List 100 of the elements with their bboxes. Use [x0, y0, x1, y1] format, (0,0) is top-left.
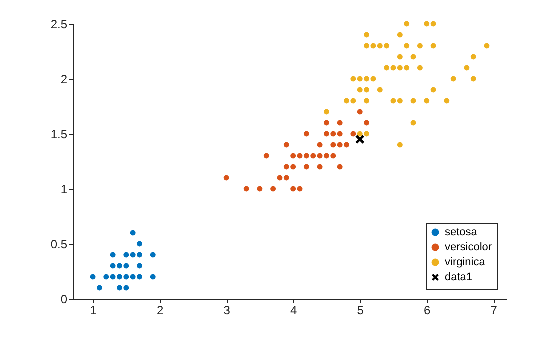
legend-label: data1 [445, 272, 473, 284]
point [410, 120, 416, 126]
point [444, 98, 450, 104]
point [244, 186, 250, 192]
point [397, 32, 403, 38]
point [390, 65, 396, 71]
point [330, 142, 336, 148]
point [96, 285, 102, 291]
point [317, 164, 323, 170]
point [284, 175, 290, 181]
point [117, 263, 122, 269]
point [310, 153, 316, 159]
point [430, 21, 436, 27]
point [404, 43, 410, 49]
point [124, 274, 130, 280]
legend-label: setosa [445, 226, 478, 238]
point [330, 153, 336, 159]
point [124, 263, 130, 269]
point [370, 76, 376, 82]
y-tick-label: 2 [60, 72, 68, 86]
point [397, 142, 403, 148]
x-tick-label: 7 [490, 304, 498, 318]
legend-label: virginica [445, 256, 486, 268]
point [324, 153, 330, 159]
point [404, 21, 410, 27]
point [417, 43, 423, 49]
point [110, 263, 116, 269]
point [137, 263, 143, 269]
point [290, 186, 296, 192]
point [304, 131, 310, 137]
point [397, 65, 403, 71]
point [344, 98, 350, 104]
point [430, 43, 436, 49]
point [317, 142, 323, 148]
point [324, 109, 330, 115]
point [117, 285, 122, 291]
point [137, 241, 143, 247]
point [364, 87, 370, 93]
x-tick-label: 5 [357, 304, 364, 318]
y-tick-label: 2.5 [50, 18, 68, 32]
point [410, 98, 416, 104]
point [470, 54, 476, 60]
point [150, 274, 156, 280]
point [350, 98, 356, 104]
point [404, 65, 410, 71]
point [270, 186, 276, 192]
point [317, 153, 323, 159]
point [470, 76, 476, 82]
point [304, 153, 310, 159]
point [424, 21, 430, 27]
y-tick-label: 0.5 [50, 238, 68, 252]
point [324, 131, 330, 137]
point [484, 43, 490, 49]
point [277, 175, 283, 181]
point [130, 274, 136, 280]
point [337, 131, 343, 137]
point [297, 186, 303, 192]
x-tick-label: 2 [156, 304, 164, 318]
point [284, 142, 290, 148]
point [297, 153, 303, 159]
point [390, 98, 396, 104]
x-tick-label: 1 [90, 304, 98, 318]
point [410, 54, 416, 60]
point [324, 120, 330, 126]
point [370, 43, 376, 49]
point [257, 186, 263, 192]
point [330, 131, 336, 137]
point [364, 120, 370, 126]
point [364, 43, 370, 49]
point [397, 54, 403, 60]
point [290, 153, 296, 159]
point [417, 65, 423, 71]
y-tick-label: 1.5 [50, 128, 68, 142]
point [124, 285, 130, 291]
point [337, 142, 343, 148]
y-tick-label: 0 [60, 292, 68, 306]
point [364, 76, 370, 82]
point [104, 274, 110, 280]
point [264, 153, 270, 159]
point [130, 252, 136, 258]
point [224, 175, 230, 181]
point [384, 65, 390, 71]
point [90, 274, 96, 280]
x-tick-label: 4 [290, 304, 298, 318]
point [304, 164, 310, 170]
point [137, 252, 143, 258]
point [357, 131, 363, 137]
point [357, 76, 363, 82]
point [117, 274, 122, 280]
point [110, 274, 116, 280]
point [364, 98, 370, 104]
point [357, 87, 363, 93]
point [364, 32, 370, 38]
point [364, 131, 370, 137]
legend-label: versicolor [445, 242, 492, 254]
point [464, 65, 470, 71]
point [344, 142, 350, 148]
point [350, 76, 356, 82]
point [377, 87, 383, 93]
point [377, 43, 383, 49]
